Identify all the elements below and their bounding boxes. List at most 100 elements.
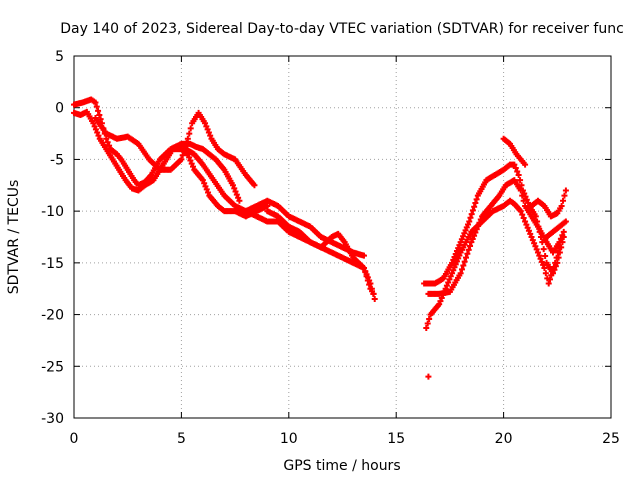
data-point <box>524 224 531 231</box>
data-point <box>203 123 210 130</box>
data-point <box>205 129 212 136</box>
data-point <box>232 188 239 195</box>
data-point <box>560 197 567 204</box>
data-point <box>472 229 479 236</box>
data-point <box>555 249 562 256</box>
data-point <box>514 168 521 175</box>
data-point <box>437 298 444 305</box>
data-point <box>536 252 543 259</box>
data-point <box>523 196 530 203</box>
data-point <box>90 120 97 127</box>
data-point <box>184 135 191 142</box>
data-point <box>447 273 454 280</box>
data-point <box>446 276 453 283</box>
data-point <box>457 270 464 277</box>
x-tick-label: 20 <box>495 431 513 447</box>
data-point <box>525 199 532 206</box>
data-point <box>558 202 565 209</box>
data-point <box>229 182 236 189</box>
data-point <box>458 266 465 273</box>
data-point <box>363 273 370 280</box>
data-point <box>520 197 527 204</box>
data-point <box>522 193 529 200</box>
data-point <box>518 182 525 189</box>
data-point <box>546 276 553 283</box>
data-point <box>103 135 110 142</box>
data-point <box>370 290 377 297</box>
data-point <box>540 246 547 253</box>
data-point <box>469 207 476 214</box>
data-point <box>529 237 536 244</box>
data-point <box>519 192 526 199</box>
data-point <box>533 246 540 253</box>
data-point <box>512 165 519 172</box>
data-point <box>556 239 563 246</box>
data-point <box>467 243 474 250</box>
data-point <box>517 208 524 215</box>
grid <box>74 56 611 418</box>
data-point <box>233 191 240 198</box>
data-point <box>465 246 472 253</box>
data-point <box>552 259 559 266</box>
data-point <box>93 103 100 110</box>
data-point <box>531 240 538 247</box>
data-point <box>461 258 468 265</box>
data-point <box>519 211 526 218</box>
data-point <box>472 200 479 207</box>
y-tick-label: -25 <box>41 359 64 375</box>
data-point <box>463 254 470 261</box>
data-point <box>537 255 544 262</box>
data-point <box>187 125 194 132</box>
data-point <box>445 279 452 286</box>
data-point <box>202 120 209 127</box>
data-point <box>201 180 208 187</box>
data-point <box>468 211 475 218</box>
data-point <box>520 215 527 222</box>
data-point <box>360 265 367 272</box>
data-point <box>424 320 431 327</box>
data-point <box>517 187 524 194</box>
data-point <box>187 157 194 164</box>
data-point <box>426 316 433 323</box>
data-point <box>179 152 186 159</box>
data-point <box>522 218 529 225</box>
data-point <box>236 197 243 204</box>
data-point <box>467 214 474 221</box>
y-tick-label: -20 <box>41 308 64 324</box>
x-axis-label: GPS time / hours <box>283 458 400 474</box>
data-point <box>557 235 564 242</box>
data-point <box>207 132 214 139</box>
data-point <box>560 228 567 235</box>
plot-frame <box>73 55 612 419</box>
data-point <box>562 218 569 225</box>
x-tick-label: 25 <box>602 431 620 447</box>
data-point <box>186 130 193 137</box>
data-point <box>468 239 475 246</box>
data-point <box>525 227 532 234</box>
data-point <box>515 171 522 178</box>
data-point <box>561 192 568 199</box>
data-point <box>186 154 193 161</box>
data-point <box>553 254 560 261</box>
data-point <box>425 373 432 380</box>
data-point <box>523 221 530 228</box>
y-tick-label: -5 <box>50 152 64 168</box>
data-point <box>527 230 534 237</box>
data-point <box>534 249 541 256</box>
y-axis-label: SDTVAR / TECUs <box>6 180 22 295</box>
data-point <box>460 262 467 269</box>
data-point <box>96 111 103 118</box>
data-point <box>471 232 478 239</box>
chart-title: Day 140 of 2023, Sidereal Day-to-day VTE… <box>60 21 624 37</box>
data-point <box>469 235 476 242</box>
data-point <box>95 107 102 114</box>
data-point <box>202 183 209 190</box>
data-point <box>471 203 478 210</box>
data-point <box>473 226 480 233</box>
y-tick-label: 5 <box>55 49 64 65</box>
data-point <box>538 258 545 265</box>
data-point <box>264 202 271 209</box>
data-point <box>511 161 518 168</box>
data-point <box>91 123 98 130</box>
